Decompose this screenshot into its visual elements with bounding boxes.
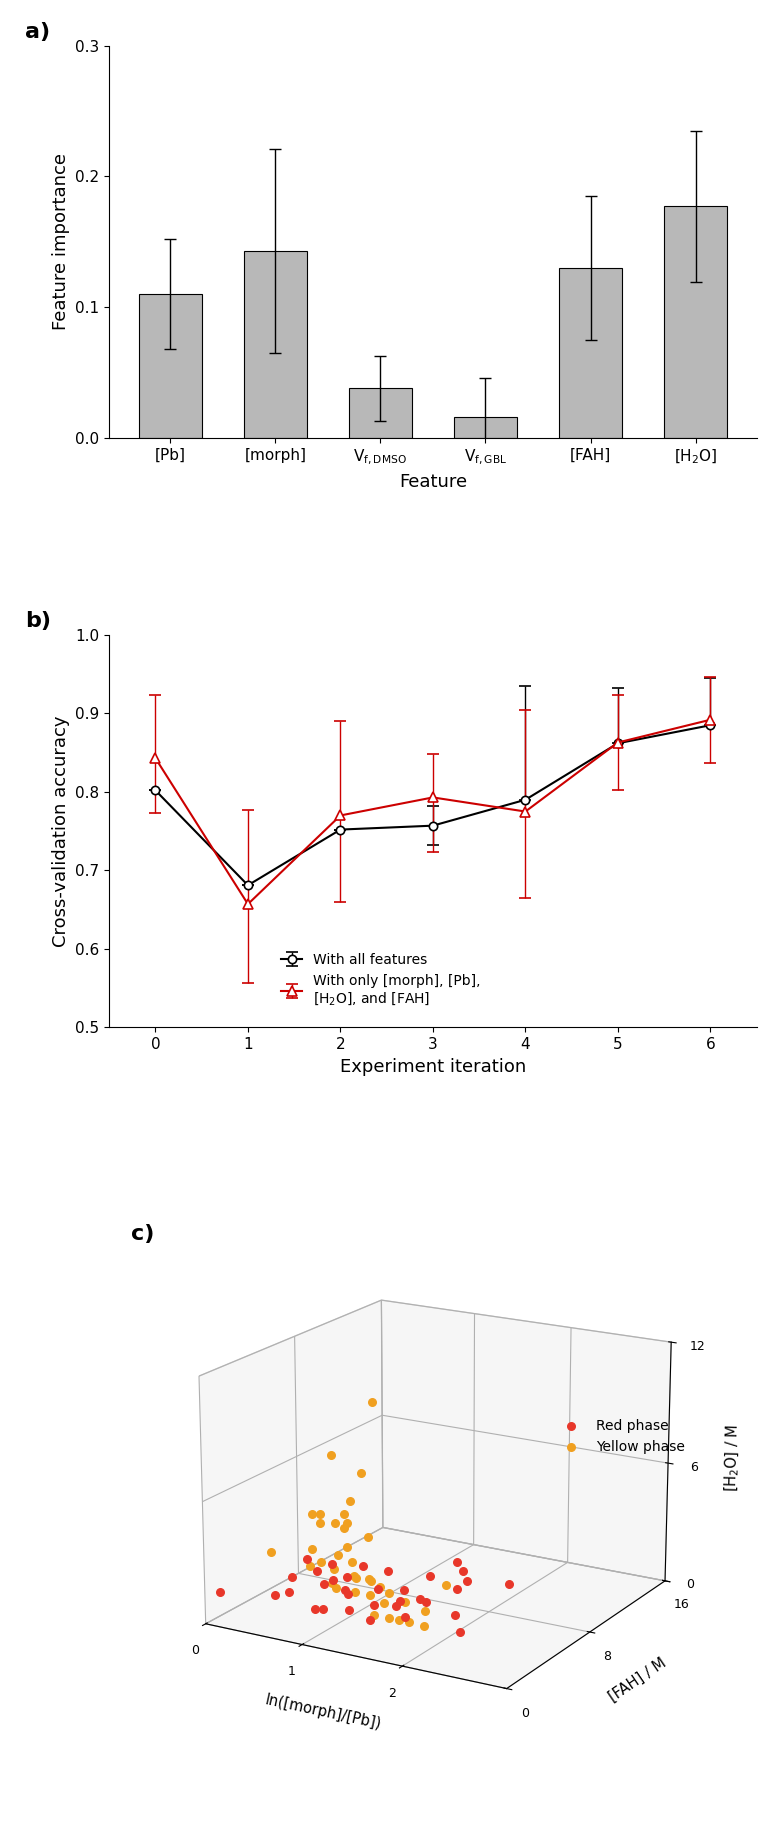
Bar — [454, 417, 517, 438]
X-axis label: ln([morph]/[Pb]): ln([morph]/[Pb]) — [264, 1692, 382, 1732]
X-axis label: Feature: Feature — [399, 473, 467, 490]
X-axis label: Experiment iteration: Experiment iteration — [340, 1058, 526, 1076]
Bar — [559, 269, 622, 438]
Y-axis label: Cross-validation accuracy: Cross-validation accuracy — [51, 716, 69, 946]
Text: c): c) — [131, 1224, 154, 1244]
Bar — [243, 250, 307, 438]
Text: a): a) — [25, 22, 50, 42]
Bar — [664, 206, 727, 438]
Legend: Red phase, Yellow phase: Red phase, Yellow phase — [551, 1412, 691, 1460]
Bar — [349, 389, 412, 438]
Bar — [139, 294, 202, 438]
Text: b): b) — [25, 612, 51, 632]
Y-axis label: [FAH] / M: [FAH] / M — [606, 1655, 669, 1705]
Y-axis label: Feature importance: Feature importance — [51, 153, 69, 331]
Legend: With all features, With only [morph], [Pb],
[H$_2$O], and [FAH]: With all features, With only [morph], [P… — [276, 946, 487, 1012]
